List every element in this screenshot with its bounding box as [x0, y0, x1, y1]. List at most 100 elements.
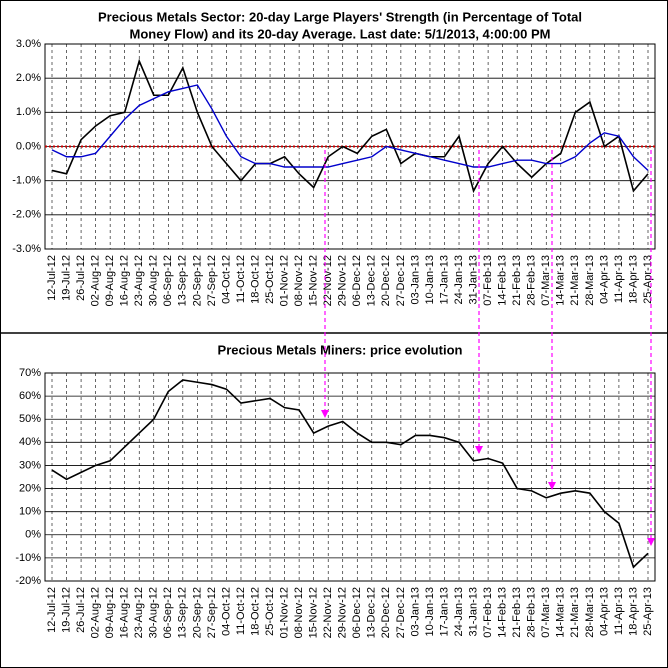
x-tick-label: 14-Feb-13	[497, 587, 509, 638]
arrow-head	[548, 482, 556, 490]
x-tick-label: 04-Oct-12	[220, 255, 232, 304]
x-tick-label: 14-Mar-13	[555, 587, 567, 638]
x-tick-label: 03-Jan-13	[409, 587, 421, 637]
x-tick-label: 02-Aug-12	[90, 587, 102, 638]
y-tick-label: 3.0%	[16, 38, 41, 50]
x-tick-label: 12-Jul-12	[46, 255, 58, 301]
x-tick-label: 10-Jan-13	[424, 255, 436, 305]
x-tick-label: 28-Feb-13	[526, 255, 538, 306]
x-tick-label: 27-Dec-12	[395, 587, 407, 638]
x-tick-label: 22-Nov-12	[322, 587, 334, 638]
y-tick-label: 30%	[19, 459, 41, 471]
y-tick-label: 20%	[19, 482, 41, 494]
x-tick-label: 06-Dec-12	[351, 587, 363, 638]
y-tick-label: 0%	[25, 529, 41, 541]
x-tick-label: 24-Jan-13	[453, 255, 465, 305]
x-tick-label: 20-Sep-12	[191, 587, 203, 638]
y-tick-label: -1.0%	[12, 175, 41, 187]
x-tick-label: 11-Oct-12	[235, 587, 247, 635]
x-tick-label: 21-Mar-13	[569, 587, 581, 638]
x-tick-label: 21-Feb-13	[511, 587, 523, 638]
x-tick-label: 31-Jan-13	[467, 587, 479, 637]
x-tick-label: 13-Dec-12	[366, 255, 378, 306]
x-tick-label: 23-Aug-12	[133, 255, 145, 306]
x-tick-label: 07-Mar-13	[540, 587, 552, 638]
x-tick-label: 01-Nov-12	[278, 587, 290, 638]
series-line	[51, 379, 649, 569]
x-tick-label: 15-Nov-12	[308, 255, 320, 306]
x-tick-label: 13-Dec-12	[366, 587, 378, 638]
x-tick-label: 07-Feb-13	[482, 255, 494, 306]
series-line	[51, 58, 649, 194]
x-tick-label: 09-Aug-12	[104, 587, 116, 638]
x-tick-label: 22-Nov-12	[322, 255, 334, 306]
chart-title: Money Flow) and its 20-day Average. Last…	[130, 26, 551, 41]
x-tick-label: 23-Aug-12	[133, 587, 145, 638]
x-tick-label: 02-Aug-12	[90, 255, 102, 306]
x-tick-label: 13-Sep-12	[177, 255, 189, 306]
x-tick-label: 15-Nov-12	[308, 587, 320, 638]
x-tick-label: 11-Apr-13	[613, 587, 625, 635]
arrows	[321, 150, 655, 546]
x-tick-label: 27-Dec-12	[395, 255, 407, 306]
x-tick-label: 16-Aug-12	[119, 587, 131, 638]
x-tick-label: 01-Nov-12	[278, 255, 290, 306]
x-tick-label: 21-Mar-13	[569, 255, 581, 306]
x-tick-label: 10-Jan-13	[424, 587, 436, 637]
arrow-head	[321, 410, 329, 418]
x-tick-label: 08-Nov-12	[293, 255, 305, 306]
y-tick-label: 0.0%	[16, 140, 41, 152]
arrow-head	[475, 446, 483, 454]
x-tick-label: 08-Nov-12	[293, 587, 305, 638]
x-tick-label: 07-Mar-13	[540, 255, 552, 306]
series-line	[51, 84, 649, 171]
x-tick-label: 11-Apr-13	[613, 255, 625, 303]
x-tick-label: 16-Aug-12	[119, 255, 131, 306]
x-tick-label: 19-Jul-12	[60, 255, 72, 301]
x-tick-label: 26-Jul-12	[75, 255, 87, 301]
x-tick-label: 28-Mar-13	[584, 255, 596, 306]
x-tick-label: 20-Dec-12	[380, 255, 392, 306]
y-tick-label: 10%	[19, 506, 41, 518]
x-tick-label: 17-Jan-13	[438, 255, 450, 305]
chart-title: Precious Metals Sector: 20-day Large Pla…	[98, 9, 582, 24]
x-tick-label: 04-Apr-13	[598, 587, 610, 636]
y-tick-label: 1.0%	[16, 106, 41, 118]
arrow-head	[647, 538, 655, 546]
y-tick-label: 40%	[19, 436, 41, 448]
x-tick-label: 25-Oct-12	[264, 255, 276, 304]
x-tick-label: 03-Jan-13	[409, 255, 421, 305]
y-tick-label: -20%	[15, 575, 41, 587]
x-tick-label: 09-Aug-12	[104, 255, 116, 306]
y-tick-label: -2.0%	[12, 209, 41, 221]
x-tick-label: 04-Apr-13	[598, 255, 610, 304]
y-tick-label: -3.0%	[12, 243, 41, 255]
x-tick-label: 26-Jul-12	[75, 587, 87, 633]
x-tick-label: 06-Dec-12	[351, 255, 363, 306]
y-tick-label: 2.0%	[16, 72, 41, 84]
x-tick-label: 30-Aug-12	[148, 255, 160, 306]
y-tick-label: 60%	[19, 390, 41, 402]
x-tick-label: 14-Feb-13	[497, 255, 509, 306]
x-tick-label: 06-Sep-12	[162, 255, 174, 306]
x-tick-label: 18-Oct-12	[249, 255, 261, 304]
y-tick-label: 70%	[19, 367, 41, 379]
x-tick-label: 25-Apr-13	[642, 255, 654, 304]
x-tick-label: 24-Jan-13	[453, 587, 465, 637]
x-tick-label: 19-Jul-12	[60, 587, 72, 633]
x-tick-label: 07-Feb-13	[482, 587, 494, 638]
x-tick-label: 29-Nov-12	[337, 255, 349, 306]
x-tick-label: 27-Sep-12	[206, 255, 218, 306]
x-tick-label: 06-Sep-12	[162, 587, 174, 638]
x-tick-label: 31-Jan-13	[467, 255, 479, 305]
x-tick-label: 20-Sep-12	[191, 255, 203, 306]
plot-area	[44, 372, 656, 582]
x-tick-label: 29-Nov-12	[337, 587, 349, 638]
x-tick-label: 27-Sep-12	[206, 587, 218, 638]
x-tick-label: 11-Oct-12	[235, 255, 247, 303]
chart-title: Precious Metals Miners: price evolution	[218, 342, 463, 357]
x-tick-label: 20-Dec-12	[380, 587, 392, 638]
x-tick-label: 25-Apr-13	[642, 587, 654, 636]
x-tick-label: 28-Mar-13	[584, 587, 596, 638]
y-tick-label: -10%	[15, 552, 41, 564]
